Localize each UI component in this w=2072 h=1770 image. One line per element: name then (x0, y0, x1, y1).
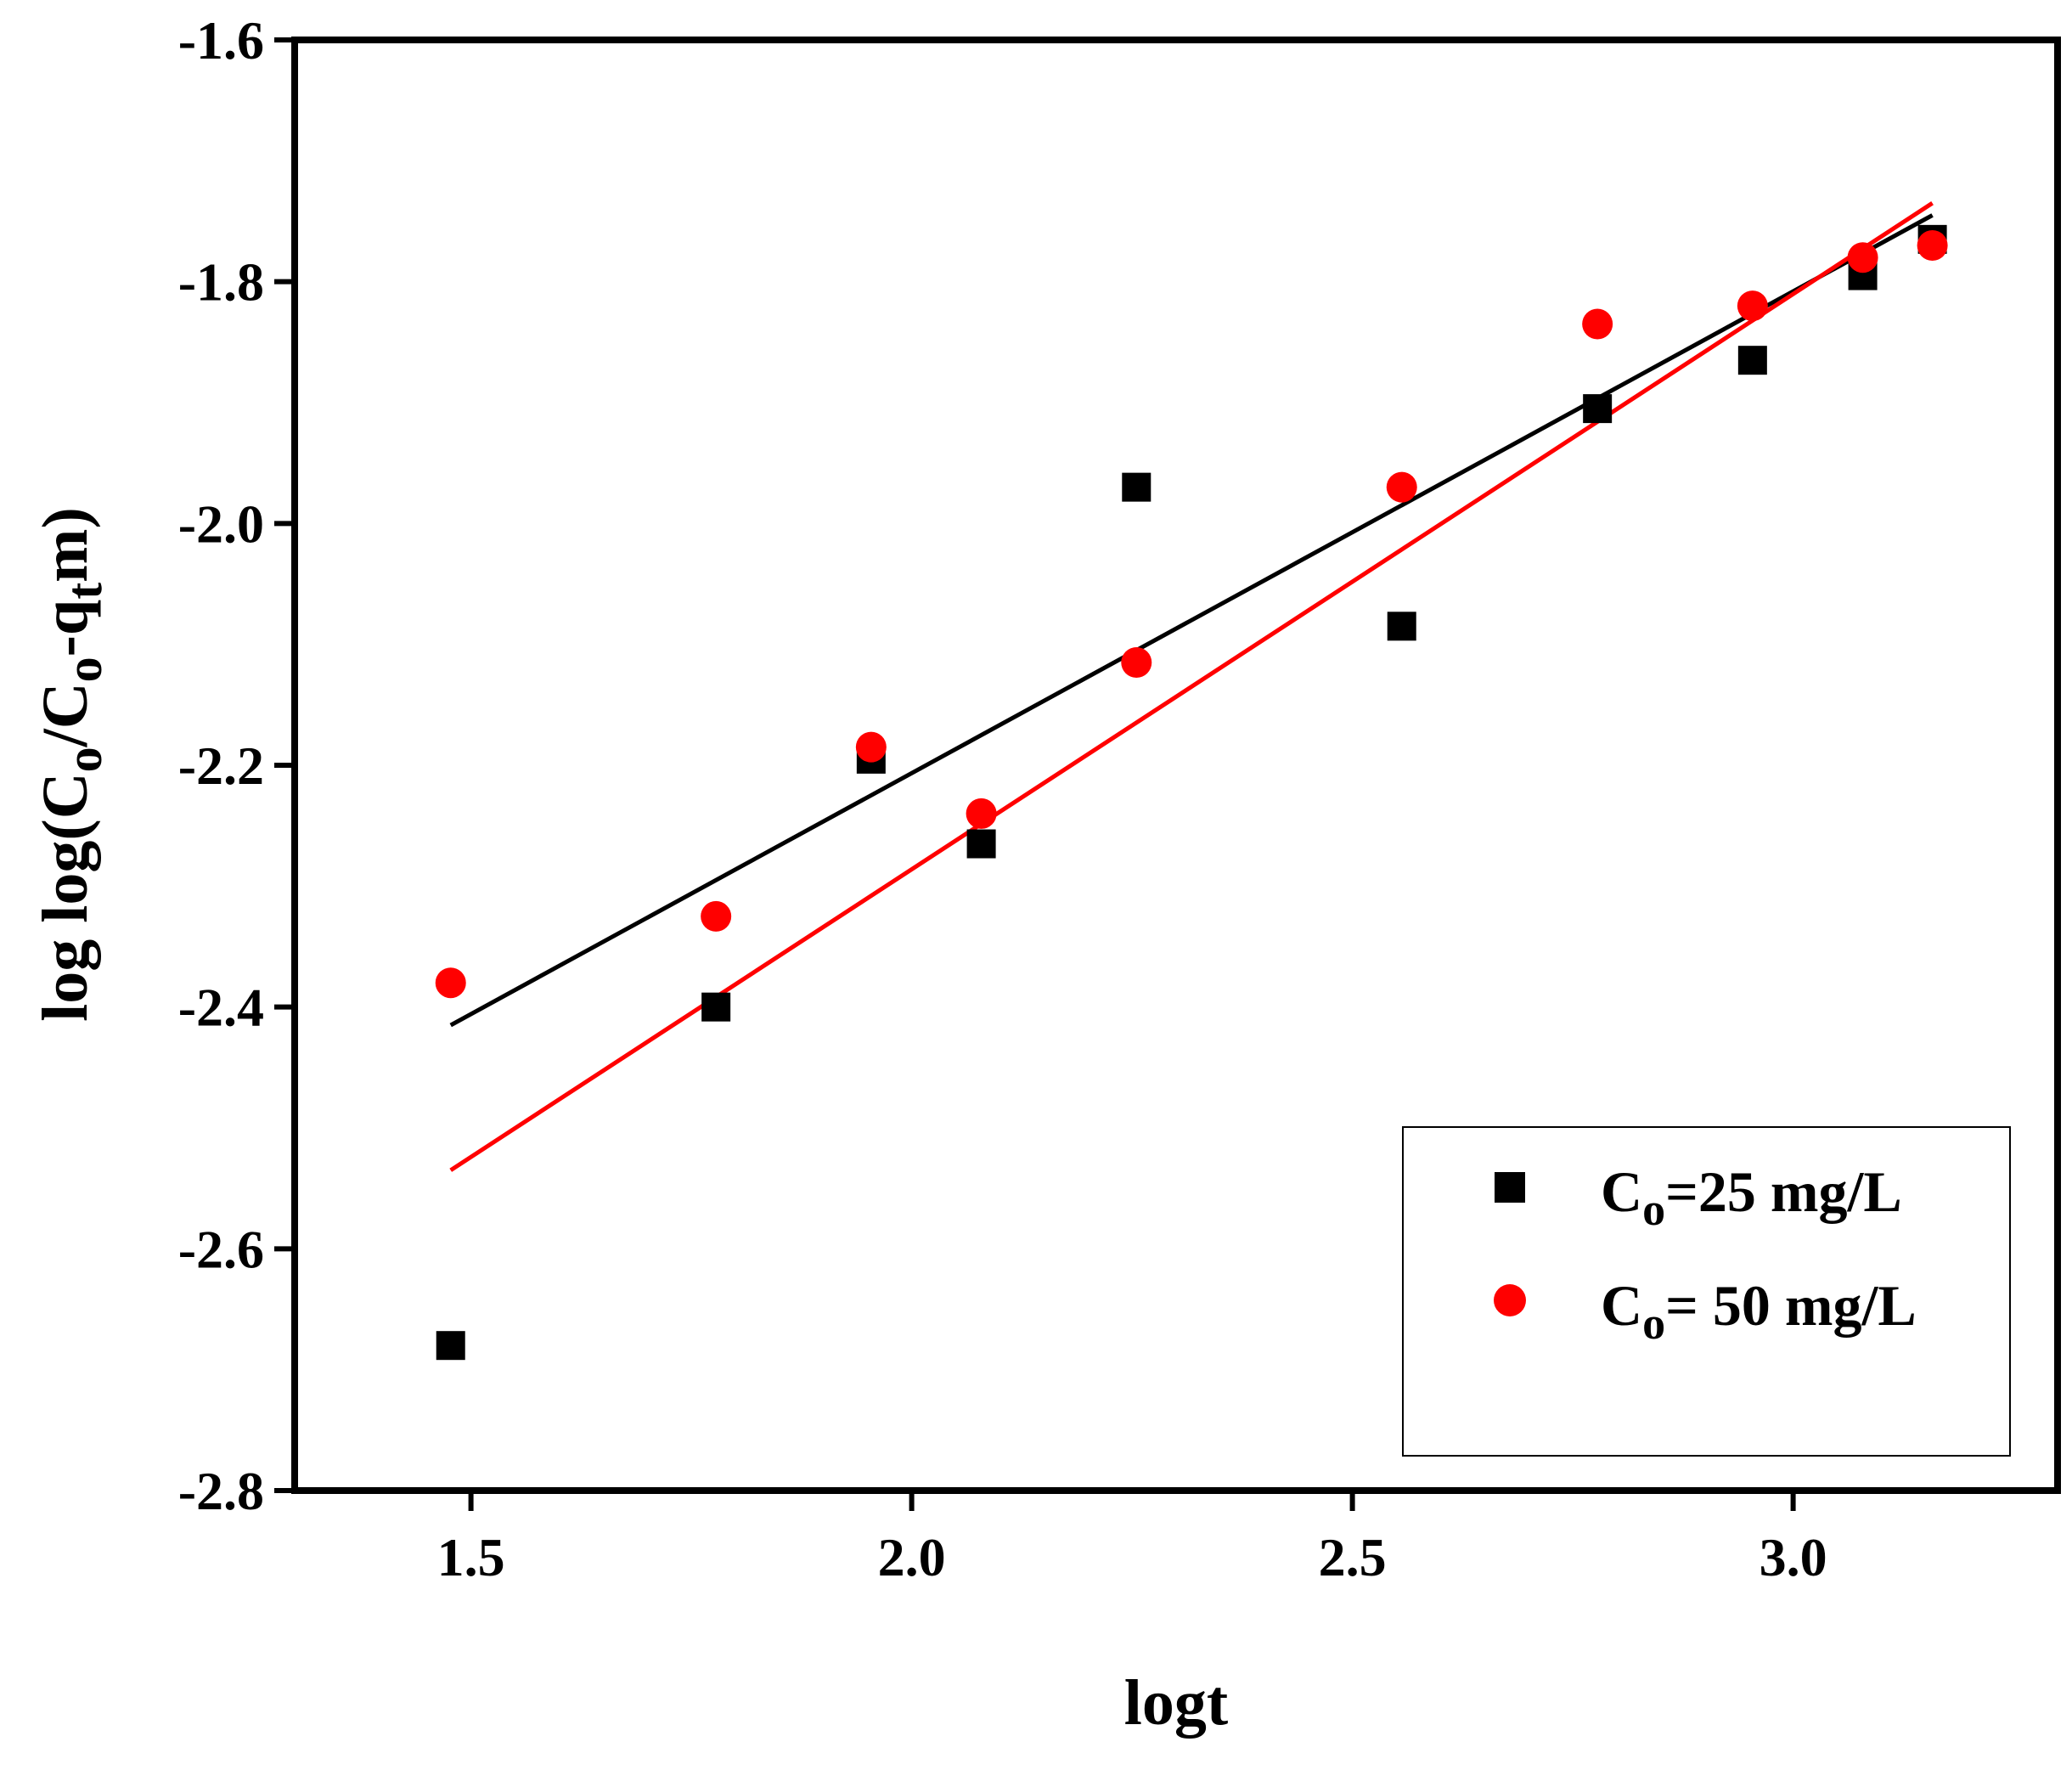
legend: Co=25 mg/L Co= 50 mg/L (1402, 1126, 2011, 1457)
data-point-series-1 (1386, 471, 1417, 503)
data-point-series-1 (1737, 290, 1768, 322)
x-tick-label: 2.5 (1319, 1527, 1387, 1587)
y-title-part-2: /C (30, 682, 101, 747)
data-point-series-1 (1847, 242, 1878, 273)
legend-marker-square (1495, 1172, 1525, 1203)
y-title-part-4: m) (30, 507, 101, 583)
data-point-series-1 (1121, 647, 1152, 679)
y-axis-ticks: -2.8 -2.6 -2.4 -2.2 -2.0 -1.8 -1.6 (178, 10, 295, 1521)
legend-label-50: Co= 50 mg/L (1601, 1273, 1917, 1349)
y-tick-label: -2.4 (178, 978, 264, 1038)
fit-line-series-1 (449, 201, 1934, 1172)
y-tick-label: -2.0 (178, 493, 264, 554)
data-point-series-0 (1737, 346, 1767, 375)
x-tick-label: 3.0 (1760, 1527, 1827, 1587)
data-point-series-0 (1122, 472, 1151, 502)
data-markers (435, 224, 1948, 1361)
x-tick-label: 1.5 (437, 1527, 505, 1587)
fit-line-series-0 (449, 213, 1934, 1028)
fit-lines (449, 201, 1934, 1172)
x-axis-ticks: 1.5 2.0 2.5 3.0 (437, 1491, 1827, 1587)
y-title-sub-2: o (56, 657, 112, 682)
y-tick-label: -2.2 (178, 736, 264, 796)
y-tick-label: -1.6 (178, 10, 264, 70)
y-tick-label: -2.8 (178, 1461, 264, 1521)
x-axis-title: logt (1124, 1667, 1228, 1739)
y-title-sub-3: t (56, 583, 112, 600)
data-point-series-1 (1582, 308, 1613, 340)
y-tick-label: -2.6 (178, 1219, 264, 1279)
y-tick-label: -1.8 (178, 252, 264, 313)
x-tick-label: 2.0 (878, 1527, 946, 1587)
data-point-series-0 (1583, 394, 1613, 424)
data-point-series-1 (855, 731, 887, 763)
data-point-series-1 (435, 967, 466, 999)
svg-text:log log(Co/Co-qtm): log log(Co/Co-qtm) (30, 507, 112, 1022)
y-title-part-1: log log(C (30, 772, 101, 1021)
y-title-sub-1: o (56, 747, 112, 772)
y-title-part-3: -q (30, 600, 101, 657)
data-point-series-1 (966, 798, 997, 829)
data-point-series-0 (966, 829, 996, 859)
legend-marker-circle (1494, 1284, 1526, 1316)
legend-label-25: Co=25 mg/L (1601, 1159, 1902, 1235)
data-point-series-0 (701, 992, 731, 1022)
data-point-series-1 (1917, 229, 1948, 261)
data-point-series-0 (1387, 612, 1416, 641)
data-point-series-0 (436, 1331, 465, 1361)
data-point-series-1 (701, 900, 732, 932)
y-axis-title: log log(Co/Co-qtm) (30, 507, 112, 1022)
